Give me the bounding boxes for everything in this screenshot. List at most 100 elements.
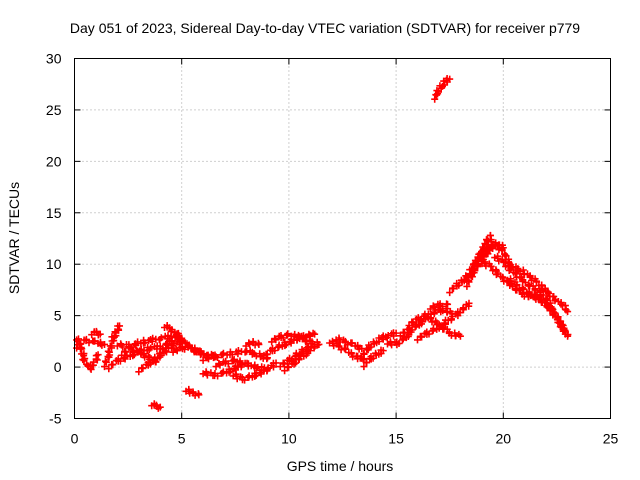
data-point <box>115 326 123 334</box>
data-point <box>156 349 164 357</box>
data-point <box>121 355 129 363</box>
data-point <box>395 340 403 347</box>
y-tick-label: 10 <box>46 256 62 272</box>
data-point <box>347 349 355 357</box>
data-point <box>119 343 127 351</box>
data-points <box>73 75 572 412</box>
data-point <box>335 342 343 350</box>
data-point <box>118 351 126 359</box>
data-point <box>465 277 472 285</box>
data-point <box>561 328 569 336</box>
data-point <box>172 346 180 354</box>
data-point <box>379 347 387 355</box>
chart-title: Day 051 of 2023, Sidereal Day-to-day VTE… <box>70 20 580 36</box>
data-point <box>101 363 108 371</box>
x-axis: 0 5 10 15 20 25 <box>71 58 618 447</box>
data-point <box>311 343 319 350</box>
data-point <box>552 311 559 319</box>
data-point <box>236 357 244 365</box>
data-point <box>306 347 314 355</box>
data-point <box>427 314 435 322</box>
data-point <box>104 347 112 355</box>
data-point <box>272 359 280 367</box>
data-point <box>315 340 323 348</box>
data-point <box>102 357 109 365</box>
data-point <box>281 367 289 375</box>
data-point <box>252 364 260 372</box>
data-point <box>122 348 130 356</box>
data-point <box>147 344 155 352</box>
data-point <box>418 333 426 341</box>
data-point <box>532 277 540 285</box>
data-point <box>146 360 154 368</box>
data-point <box>463 282 471 290</box>
data-point <box>173 347 181 355</box>
data-point <box>139 350 147 358</box>
data-point <box>540 291 547 299</box>
data-point <box>367 343 375 351</box>
data-point <box>499 273 507 281</box>
data-point <box>430 302 437 310</box>
data-point <box>238 360 245 368</box>
y-tick-label: 20 <box>46 153 62 169</box>
data-point <box>465 299 473 307</box>
data-point <box>144 352 152 360</box>
x-tick-label: 5 <box>178 431 186 447</box>
data-point <box>363 359 371 367</box>
data-point <box>291 330 299 338</box>
data-point <box>109 361 117 369</box>
data-point <box>92 327 100 335</box>
data-point <box>487 262 495 270</box>
data-point <box>525 288 533 296</box>
data-point <box>446 289 454 297</box>
data-point <box>214 372 222 380</box>
data-point <box>309 329 317 337</box>
data-point <box>282 341 290 349</box>
data-point <box>564 308 572 316</box>
data-point <box>430 304 438 311</box>
data-point <box>168 337 176 345</box>
data-point <box>101 340 109 348</box>
data-point <box>285 363 293 371</box>
data-point <box>439 302 447 310</box>
data-point <box>398 336 406 344</box>
data-point <box>526 273 534 281</box>
data-point <box>178 334 186 342</box>
y-tick-label: 0 <box>54 359 62 375</box>
data-point <box>467 270 475 278</box>
data-point <box>85 339 93 347</box>
data-point <box>77 340 85 348</box>
data-point <box>360 363 368 371</box>
data-point <box>498 246 506 254</box>
data-point <box>80 356 88 364</box>
data-point <box>409 319 417 327</box>
data-point <box>94 351 102 359</box>
data-point <box>435 88 442 96</box>
data-point <box>105 348 113 356</box>
data-point <box>116 322 124 330</box>
data-point <box>203 354 211 362</box>
data-point <box>263 350 271 358</box>
data-point <box>214 354 222 361</box>
data-point <box>360 350 368 357</box>
data-point <box>159 345 167 352</box>
data-point <box>469 265 477 272</box>
data-point <box>500 258 508 266</box>
x-tick-label: 0 <box>71 431 79 447</box>
x-tick-label: 15 <box>388 431 404 447</box>
data-point <box>342 345 350 353</box>
data-point <box>106 342 114 350</box>
data-point <box>311 330 319 338</box>
data-point <box>564 332 572 340</box>
data-point <box>555 319 563 327</box>
data-point <box>444 300 452 308</box>
data-point <box>421 310 429 318</box>
data-point <box>354 341 362 349</box>
data-point <box>162 340 170 348</box>
data-point <box>96 330 104 338</box>
data-point <box>512 269 519 277</box>
grid <box>74 58 611 419</box>
data-point <box>219 349 227 357</box>
data-point <box>513 281 521 289</box>
x-tick-label: 20 <box>496 431 512 447</box>
